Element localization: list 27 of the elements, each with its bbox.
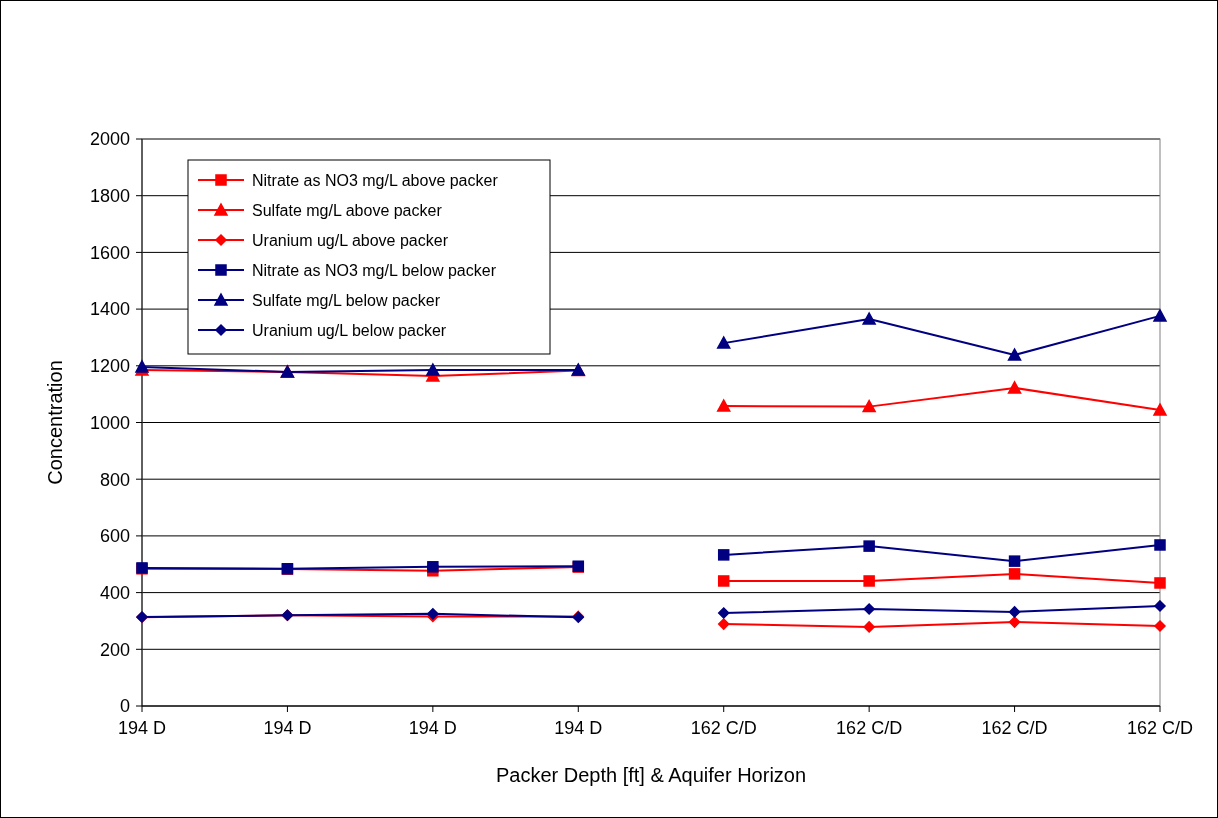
y-tick-label: 2000 [89,129,130,150]
y-tick-label: 200 [99,639,130,660]
x-axis-title: Packer Depth [ft] & Aquifer Horizon [495,764,807,786]
y-tick-label: 600 [99,526,130,547]
legend-label: Uranium ug/L below packer [252,321,447,339]
x-tick-label: 194 D [408,718,457,738]
x-tick-label: 162 C/D [836,718,903,738]
legend-label: Nitrate as NO3 mg/L above packer [252,171,499,189]
x-tick-label: 162 C/D [690,718,757,738]
y-axis-title: Concentration [44,360,66,485]
x-tick-label: 194 D [554,718,603,738]
y-tick-label: 1000 [89,412,130,433]
legend-label: Uranium ug/L above packer [252,231,449,249]
x-tick-label: 194 D [263,718,312,738]
y-tick-label: 400 [99,582,130,603]
y-tick-label: 1400 [89,299,130,320]
legend-label: Sulfate mg/L above packer [252,201,443,219]
y-tick-label: 1200 [89,356,130,377]
y-tick-label: 0 [119,696,130,717]
y-tick-label: 800 [99,469,130,490]
legend-label: Nitrate as NO3 mg/L below packer [252,261,497,279]
x-tick-label: 162 C/D [981,718,1048,738]
y-tick-label: 1800 [89,186,130,206]
x-tick-label: 162 C/D [1126,718,1194,738]
x-tick-label: 194 D [117,718,167,738]
legend-label: Sulfate mg/L below packer [252,291,441,309]
y-tick-label: 1600 [89,242,130,263]
